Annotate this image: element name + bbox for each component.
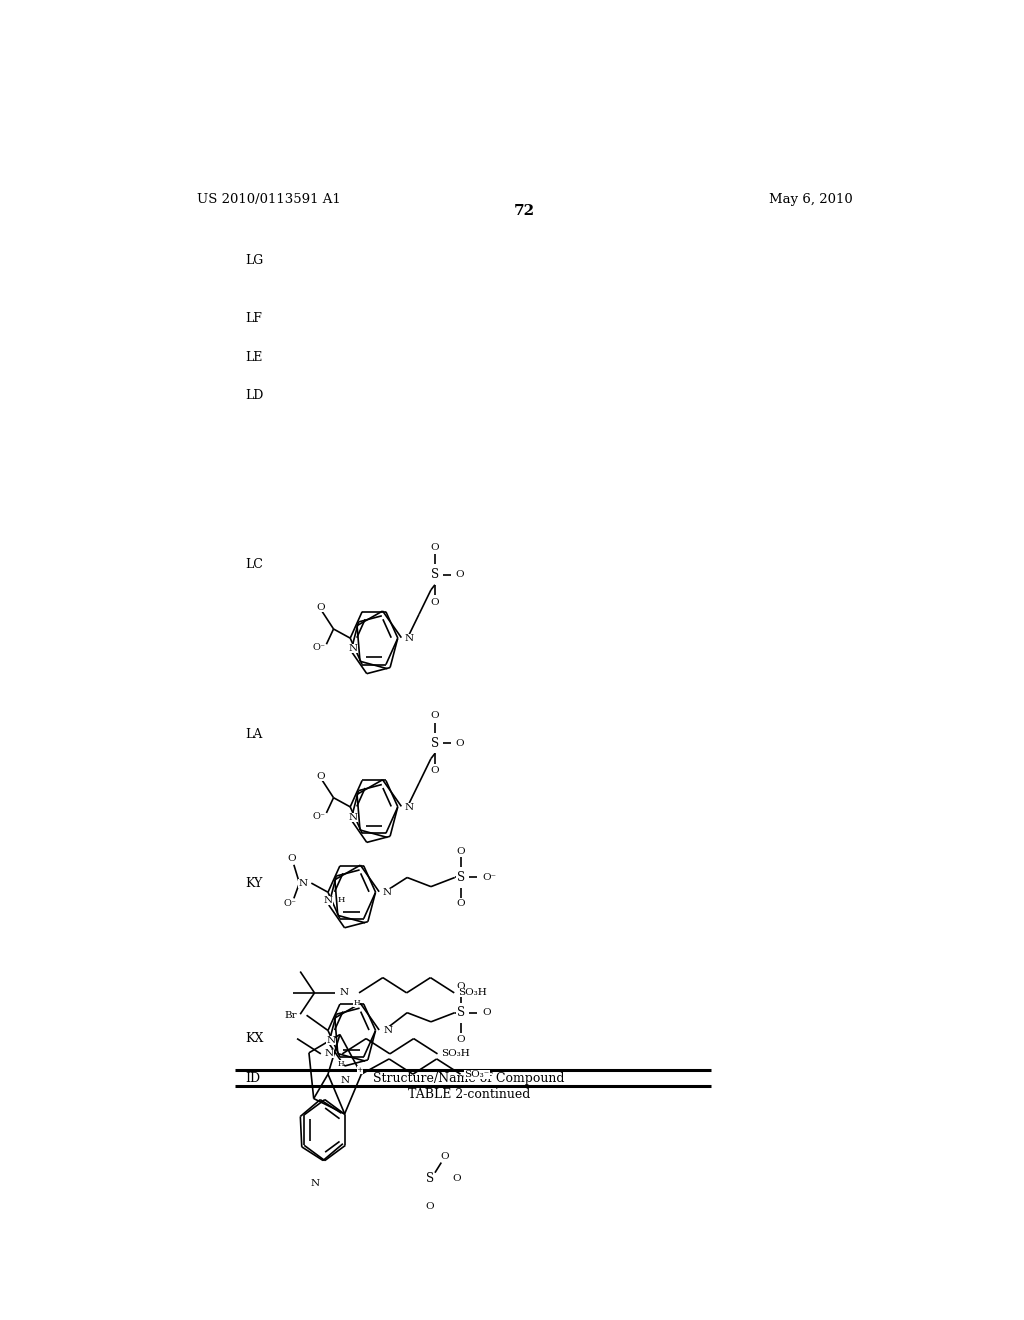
Text: H: H <box>338 896 345 904</box>
Text: H: H <box>338 1060 344 1068</box>
Text: O: O <box>316 772 325 781</box>
Text: N: N <box>340 1076 349 1085</box>
Text: May 6, 2010: May 6, 2010 <box>769 193 853 206</box>
Text: N: N <box>298 879 307 887</box>
Text: O: O <box>453 1175 461 1183</box>
Text: Structure/Name of Compound: Structure/Name of Compound <box>374 1072 565 1085</box>
Text: SO₃⁻: SO₃⁻ <box>465 1069 489 1078</box>
Text: N: N <box>325 1049 334 1059</box>
Text: KX: KX <box>246 1032 264 1045</box>
Text: Br: Br <box>285 1011 297 1020</box>
Text: N: N <box>404 634 414 643</box>
Text: O: O <box>456 570 464 579</box>
Text: KY: KY <box>246 876 263 890</box>
Text: LD: LD <box>246 388 264 401</box>
Text: LC: LC <box>246 558 263 572</box>
Text: SO₃H: SO₃H <box>458 989 487 998</box>
Text: O: O <box>431 543 439 552</box>
Text: O⁻: O⁻ <box>312 812 326 821</box>
Text: O: O <box>440 1152 449 1162</box>
Text: S: S <box>431 568 439 581</box>
Text: N: N <box>310 1179 319 1188</box>
Text: N: N <box>404 803 414 812</box>
Text: O: O <box>431 767 439 775</box>
Text: ID: ID <box>246 1072 260 1085</box>
Text: O: O <box>456 739 464 748</box>
Text: N: N <box>348 813 357 821</box>
Text: +: + <box>356 1067 362 1074</box>
Text: 72: 72 <box>514 205 536 218</box>
Text: O: O <box>431 598 439 607</box>
Text: LA: LA <box>246 729 263 742</box>
Text: H: H <box>353 999 360 1007</box>
Text: O⁻: O⁻ <box>284 899 296 908</box>
Text: US 2010/0113591 A1: US 2010/0113591 A1 <box>197 193 341 206</box>
Text: O⁻: O⁻ <box>482 873 497 882</box>
Text: N: N <box>383 1027 392 1035</box>
Text: O: O <box>457 846 466 855</box>
Text: N: N <box>324 896 333 906</box>
Text: O: O <box>457 1035 466 1044</box>
Text: N: N <box>383 888 391 898</box>
Text: O: O <box>457 982 466 991</box>
Text: O: O <box>287 854 296 863</box>
Text: O: O <box>457 899 466 908</box>
Text: LG: LG <box>246 253 264 267</box>
Text: S: S <box>457 871 465 884</box>
Text: O: O <box>431 711 439 721</box>
Text: S: S <box>431 737 439 750</box>
Text: O: O <box>316 603 325 612</box>
Text: TABLE 2-continued: TABLE 2-continued <box>408 1088 530 1101</box>
Text: S: S <box>426 1172 434 1185</box>
Text: O: O <box>482 1008 492 1018</box>
Text: N: N <box>339 989 348 998</box>
Text: LF: LF <box>246 313 262 326</box>
Text: O⁻: O⁻ <box>312 643 326 652</box>
Text: S: S <box>457 1006 465 1019</box>
Text: N: N <box>348 644 357 653</box>
Text: O: O <box>426 1201 434 1210</box>
Text: N: N <box>327 1036 336 1045</box>
Text: SO₃H: SO₃H <box>441 1049 470 1059</box>
Text: LE: LE <box>246 351 263 364</box>
